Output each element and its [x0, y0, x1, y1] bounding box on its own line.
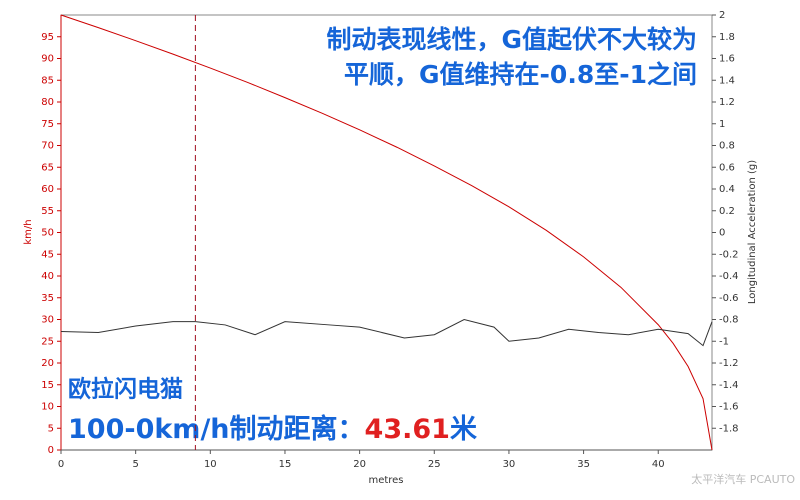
y-tick-label: 85 [41, 75, 54, 86]
y-tick-label: 55 [41, 206, 54, 217]
y-tick-label: 80 [41, 97, 54, 108]
y-axis-label: km/h [23, 219, 34, 244]
annotation: 制动表现线性，G值起伏不大较为 [326, 25, 697, 54]
y-tick-label: 40 [41, 271, 54, 282]
y-tick-label: 65 [41, 162, 54, 173]
y-tick-label: 50 [41, 228, 54, 239]
y2-tick-label: 0 [719, 228, 725, 239]
annotation: 平顺，G值维持在-0.8至-1之间 [344, 60, 697, 89]
y2-tick-label: 0.8 [719, 141, 735, 152]
annotation: 100-0km/h制动距离： [68, 413, 365, 445]
annotation: 米 [450, 414, 477, 445]
y2-tick-label: -0.2 [719, 249, 739, 260]
y-tick-label: 30 [41, 315, 54, 326]
x-tick-label: 20 [353, 459, 366, 470]
series-line [60, 14, 713, 451]
x-axis-label: metres [368, 475, 403, 486]
y-tick-label: 25 [41, 336, 54, 347]
x-tick-label: 40 [652, 459, 665, 470]
x-tick-label: 25 [428, 459, 441, 470]
y2-tick-label: 1.6 [719, 54, 735, 65]
annotation-value: 43.61 [365, 414, 450, 445]
y-tick-label: 35 [41, 293, 54, 304]
y-tick-label: 10 [41, 402, 54, 413]
x-tick-label: 0 [58, 459, 64, 470]
x-tick-label: 15 [279, 459, 292, 470]
y-tick-label: 20 [41, 358, 54, 369]
annotation: 100-0km/h制动距离：43.61米 [68, 413, 477, 445]
y2-tick-label: 1.4 [719, 75, 735, 86]
y2-axis-label: Longitudinal Acceleration (g) [747, 160, 758, 304]
y2-tick-label: 0.4 [719, 184, 735, 195]
y-tick-label: 15 [41, 380, 54, 391]
y-tick-label: 95 [41, 32, 54, 43]
y2-tick-label: 1.8 [719, 32, 735, 43]
y2-tick-label: 2 [719, 10, 725, 21]
x-tick-label: 35 [577, 459, 590, 470]
watermark: 太平洋汽车 PCAUTO [691, 472, 795, 486]
y-tick-label: 0 [48, 445, 54, 456]
y2-tick-label: -1.8 [719, 423, 739, 434]
y2-tick-label: 1.2 [719, 97, 735, 108]
y2-tick-label: 0.6 [719, 162, 735, 173]
y-tick-label: 70 [41, 141, 54, 152]
y2-tick-label: -1.6 [719, 402, 739, 413]
x-tick-label: 10 [204, 459, 217, 470]
y-tick-label: 60 [41, 184, 54, 195]
y-tick-label: 75 [41, 119, 54, 130]
y2-tick-label: -1 [719, 336, 729, 347]
annotation: 欧拉闪电猫 [68, 376, 183, 403]
series-line [60, 318, 713, 347]
y2-tick-label: -0.8 [719, 315, 739, 326]
y2-tick-label: 0.2 [719, 206, 735, 217]
y-tick-label: 5 [48, 423, 54, 434]
y2-tick-label: 1 [719, 119, 725, 130]
x-tick-label: 30 [503, 459, 516, 470]
y-tick-label: 90 [41, 54, 54, 65]
y2-tick-label: -1.4 [719, 380, 739, 391]
y-tick-label: 45 [41, 249, 54, 260]
y2-tick-label: -1.2 [719, 358, 739, 369]
y2-tick-label: -0.6 [719, 293, 739, 304]
y2-tick-label: -0.4 [719, 271, 739, 282]
x-tick-label: 5 [132, 459, 138, 470]
